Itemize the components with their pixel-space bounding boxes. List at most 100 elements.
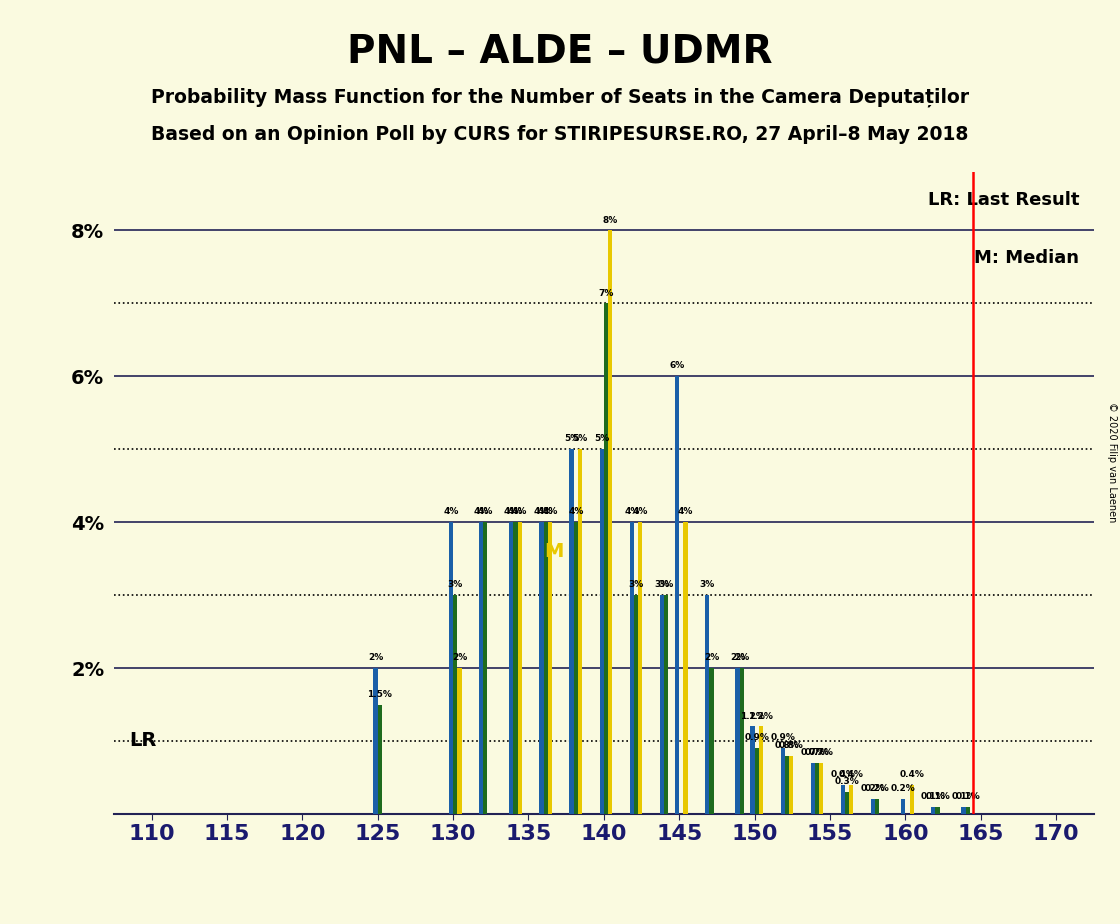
Text: 0.1%: 0.1% <box>921 792 945 801</box>
Text: 0.9%: 0.9% <box>771 734 795 742</box>
Text: 0.3%: 0.3% <box>834 777 859 786</box>
Text: 4%: 4% <box>624 507 640 517</box>
Text: 0.4%: 0.4% <box>831 770 856 779</box>
Text: 3%: 3% <box>700 580 715 590</box>
Bar <box>578 449 582 814</box>
Text: 5%: 5% <box>564 434 579 444</box>
Text: 3%: 3% <box>659 580 674 590</box>
Text: 0.1%: 0.1% <box>951 792 976 801</box>
Text: 3%: 3% <box>628 580 644 590</box>
Bar <box>548 522 552 814</box>
Bar <box>909 784 914 814</box>
Text: 2%: 2% <box>734 653 749 663</box>
Text: 0.4%: 0.4% <box>899 770 924 779</box>
Bar <box>961 807 965 814</box>
Text: 4%: 4% <box>568 507 584 517</box>
Bar <box>750 726 755 814</box>
Bar <box>479 522 483 814</box>
Bar <box>849 784 853 814</box>
Bar <box>736 668 739 814</box>
Bar <box>841 784 846 814</box>
Text: Probability Mass Function for the Number of Seats in the Camera Deputaților: Probability Mass Function for the Number… <box>151 88 969 107</box>
Text: 4%: 4% <box>504 507 519 517</box>
Bar <box>902 799 905 814</box>
Text: 3%: 3% <box>654 580 670 590</box>
Bar <box>373 668 377 814</box>
Text: © 2020 Filip van Laenen: © 2020 Filip van Laenen <box>1108 402 1117 522</box>
Bar <box>706 595 709 814</box>
Bar <box>377 704 382 814</box>
Text: 5%: 5% <box>572 434 588 444</box>
Text: 2%: 2% <box>451 653 467 663</box>
Text: 4%: 4% <box>507 507 523 517</box>
Text: 6%: 6% <box>670 361 684 371</box>
Bar <box>608 230 613 814</box>
Text: 2%: 2% <box>368 653 383 663</box>
Bar <box>517 522 522 814</box>
Bar <box>449 522 454 814</box>
Text: 5%: 5% <box>594 434 609 444</box>
Bar <box>683 522 688 814</box>
Bar <box>675 376 679 814</box>
Text: 4%: 4% <box>542 507 558 517</box>
Text: 0.7%: 0.7% <box>809 748 833 757</box>
Bar <box>510 522 513 814</box>
Text: M: Median: M: Median <box>974 249 1079 267</box>
Bar <box>540 522 543 814</box>
Bar <box>629 522 634 814</box>
Text: 0.8%: 0.8% <box>774 741 800 749</box>
Bar <box>569 449 573 814</box>
Text: 0.1%: 0.1% <box>955 792 980 801</box>
Bar <box>931 807 935 814</box>
Text: 0.1%: 0.1% <box>925 792 950 801</box>
Bar <box>638 522 643 814</box>
Text: 1.5%: 1.5% <box>367 689 392 699</box>
Bar <box>483 522 487 814</box>
Text: 0.7%: 0.7% <box>804 748 830 757</box>
Bar <box>875 799 879 814</box>
Bar <box>935 807 940 814</box>
Text: 0.2%: 0.2% <box>890 784 916 794</box>
Text: 1.2%: 1.2% <box>740 711 765 721</box>
Text: 4%: 4% <box>538 507 553 517</box>
Bar <box>846 792 849 814</box>
Text: 8%: 8% <box>603 215 618 225</box>
Bar <box>634 595 638 814</box>
Text: 4%: 4% <box>678 507 693 517</box>
Bar <box>739 668 744 814</box>
Text: 4%: 4% <box>444 507 458 517</box>
Bar <box>604 303 608 814</box>
Bar <box>454 595 457 814</box>
Bar <box>660 595 664 814</box>
Bar <box>871 799 875 814</box>
Bar <box>781 748 785 814</box>
Bar <box>664 595 669 814</box>
Bar <box>513 522 517 814</box>
Text: 0.2%: 0.2% <box>860 784 886 794</box>
Bar <box>599 449 604 814</box>
Bar <box>457 668 461 814</box>
Bar <box>965 807 970 814</box>
Text: 4%: 4% <box>633 507 648 517</box>
Text: 7%: 7% <box>598 288 614 298</box>
Text: 1.2%: 1.2% <box>748 711 773 721</box>
Bar <box>543 522 548 814</box>
Text: 0.4%: 0.4% <box>839 770 864 779</box>
Bar <box>709 668 713 814</box>
Text: 2%: 2% <box>730 653 745 663</box>
Text: 4%: 4% <box>474 507 488 517</box>
Bar <box>819 763 823 814</box>
Text: 3%: 3% <box>448 580 463 590</box>
Text: 4%: 4% <box>477 507 493 517</box>
Text: LR: Last Result: LR: Last Result <box>927 191 1079 210</box>
Bar <box>573 522 578 814</box>
Text: 4%: 4% <box>534 507 549 517</box>
Text: 2%: 2% <box>703 653 719 663</box>
Text: PNL – ALDE – UDMR: PNL – ALDE – UDMR <box>347 32 773 70</box>
Text: 0.9%: 0.9% <box>745 734 769 742</box>
Text: 0.2%: 0.2% <box>865 784 889 794</box>
Bar <box>811 763 815 814</box>
Text: 4%: 4% <box>512 507 528 517</box>
Text: 0.7%: 0.7% <box>801 748 825 757</box>
Text: LR: LR <box>129 732 157 750</box>
